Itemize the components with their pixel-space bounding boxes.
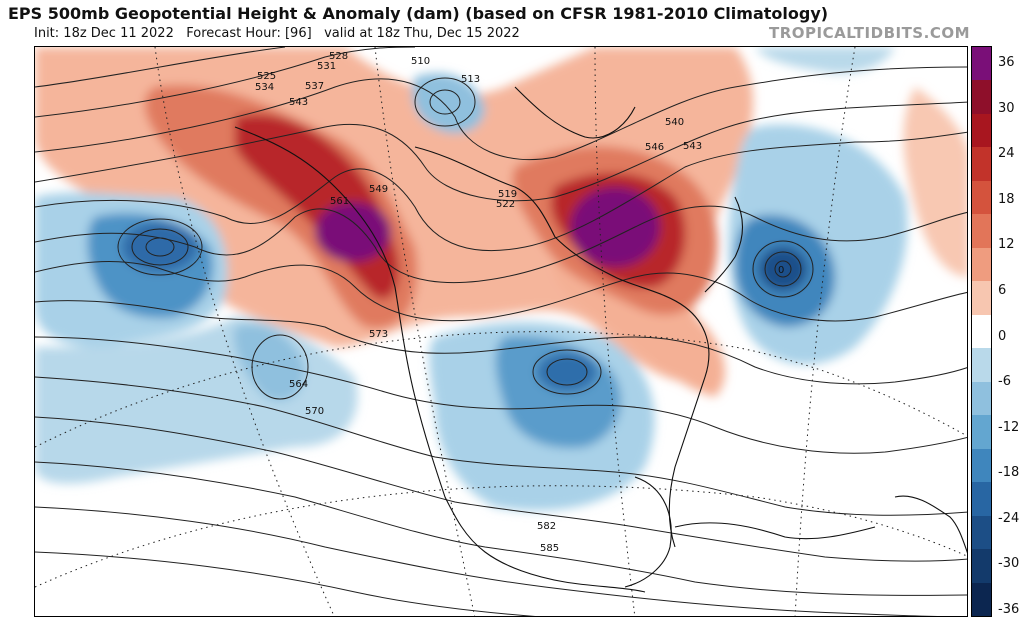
graticule	[35, 47, 967, 616]
contour-label: 525	[257, 71, 276, 82]
colorbar-swatch	[972, 314, 991, 349]
colorbar-swatch	[972, 549, 991, 584]
colorbar-tick-label: -6	[998, 374, 1011, 390]
contour-label: 561	[330, 196, 349, 207]
colorbar-tick-label: -36	[998, 602, 1020, 617]
colorbar-swatch	[972, 281, 991, 316]
contour-label: 522	[496, 199, 515, 210]
colorbar-tick-label: 24	[998, 146, 1015, 162]
colorbar-swatch	[972, 147, 991, 182]
colorbar-tick-label: -24	[998, 510, 1020, 526]
contour-label: 543	[683, 141, 702, 152]
map-canvas: 528 531 525 534 537 543 510 513 540 546 …	[35, 47, 967, 616]
contour-label: 573	[369, 329, 388, 340]
coastlines	[234, 86, 967, 593]
colorbar-tick-label: 36	[998, 55, 1015, 70]
contour-label: 0	[778, 265, 784, 276]
contour-label: 537	[305, 81, 324, 92]
contour-label: 528	[329, 51, 348, 62]
colorbar-tick-label: 12	[998, 237, 1015, 253]
contour-label: 513	[461, 74, 480, 85]
colorbar-swatch	[972, 180, 991, 215]
colorbar-tick-label: 30	[998, 100, 1015, 116]
height-contours	[35, 47, 967, 616]
colorbar-tick-label: 18	[998, 191, 1015, 207]
colorbar-tick-label: 0	[998, 328, 1007, 344]
colorbar-swatch	[972, 448, 991, 483]
colorbar-tick-label: -18	[998, 465, 1020, 481]
map-panel: 528 531 525 534 537 543 510 513 540 546 …	[34, 46, 968, 617]
header: EPS 500mb Geopotential Height & Anomaly …	[0, 0, 1024, 46]
colorbar-swatch	[972, 214, 991, 249]
contour-label: 510	[411, 56, 430, 67]
colorbar-swatch	[972, 113, 991, 148]
colorbar-swatch	[972, 582, 991, 617]
contour-label: 531	[317, 61, 336, 72]
contour-label: 519	[498, 189, 517, 200]
brand-watermark: TROPICALTIDBITS.COM	[769, 24, 970, 42]
run-info: Init: 18z Dec 11 2022 Forecast Hour: [96…	[34, 26, 520, 41]
colorbar-swatch	[972, 348, 991, 383]
colorbar-swatch	[972, 47, 991, 81]
contour-label: 549	[369, 184, 388, 195]
contour-label: 585	[540, 543, 559, 554]
valid-time: valid at 18z Thu, Dec 15 2022	[324, 26, 520, 41]
contour-labels: 528 531 525 534 537 543 510 513 540 546 …	[255, 51, 784, 554]
contour-label: 582	[537, 521, 556, 532]
contour-label: 546	[645, 142, 664, 153]
contour-label: 540	[665, 117, 684, 128]
colorbar-tick-label: -30	[998, 556, 1020, 572]
colorbar-swatch	[972, 80, 991, 115]
colorbar-swatch	[972, 482, 991, 517]
colorbar-swatch	[972, 247, 991, 282]
colorbar-tick-label: -12	[998, 419, 1020, 435]
colorbar	[971, 46, 992, 617]
contour-label: 570	[305, 406, 324, 417]
forecast-hour: Forecast Hour: [96]	[186, 26, 312, 41]
colorbar-swatch	[972, 381, 991, 416]
contour-label: 543	[289, 97, 308, 108]
contour-label: 534	[255, 82, 274, 93]
contour-label: 564	[289, 379, 308, 390]
init-time: Init: 18z Dec 11 2022	[34, 26, 174, 41]
map-title: EPS 500mb Geopotential Height & Anomaly …	[8, 4, 829, 23]
colorbar-swatch	[972, 515, 991, 550]
colorbar-swatch	[972, 415, 991, 450]
colorbar-tick-label: 6	[998, 282, 1007, 298]
anomaly-shading	[35, 47, 967, 511]
